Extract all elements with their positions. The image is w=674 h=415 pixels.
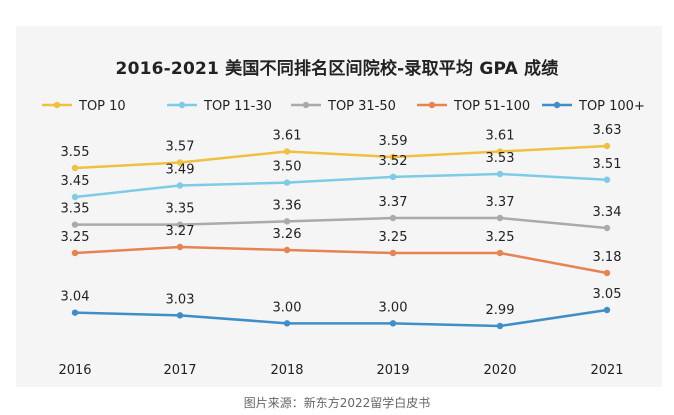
- data-label: 3.63: [593, 123, 622, 138]
- legend-swatch-marker: [178, 101, 186, 109]
- data-point: [283, 148, 291, 155]
- data-point: [603, 306, 611, 314]
- legend-swatch-marker: [302, 101, 310, 109]
- data-point: [176, 312, 184, 319]
- data-label: 3.25: [61, 230, 90, 245]
- series-line: [73, 216, 609, 230]
- data-label: 3.35: [166, 202, 195, 217]
- data-label: 3.36: [273, 198, 302, 213]
- x-tick-label: 2020: [483, 363, 516, 378]
- legend-item: TOP 100+: [542, 99, 645, 114]
- legend-label: TOP 31-50: [327, 99, 396, 114]
- data-label: 3.50: [273, 160, 302, 175]
- x-tick-label: 2018: [270, 363, 303, 378]
- data-point: [176, 182, 184, 189]
- data-point: [603, 176, 611, 183]
- data-label: 3.37: [379, 195, 408, 210]
- data-point: [496, 148, 504, 155]
- data-point: [283, 246, 291, 254]
- data-label: 3.00: [273, 300, 302, 315]
- data-point: [389, 249, 397, 257]
- data-point: [389, 320, 397, 327]
- data-label: 3.05: [593, 287, 622, 302]
- data-point: [176, 159, 184, 166]
- data-label: 3.25: [379, 230, 408, 245]
- data-label: 3.45: [61, 174, 90, 189]
- data-point: [176, 243, 184, 251]
- data-point: [283, 179, 291, 186]
- x-tick-label: 2017: [163, 363, 196, 378]
- data-point: [496, 170, 504, 178]
- data-point: [496, 322, 504, 330]
- data-label: 3.27: [166, 224, 195, 239]
- data-label: 2.99: [486, 303, 515, 318]
- data-label: 3.26: [273, 227, 302, 242]
- data-label: 3.18: [593, 250, 622, 265]
- series-line: [73, 172, 609, 199]
- x-tick-label: 2016: [58, 363, 91, 378]
- data-label: 3.57: [166, 140, 195, 155]
- data-point: [283, 320, 291, 327]
- data-point: [389, 173, 397, 181]
- data-point: [496, 214, 504, 222]
- data-point: [603, 269, 611, 277]
- series-line: [73, 308, 609, 328]
- legend-label: TOP 100+: [578, 99, 645, 114]
- series-line: [73, 245, 609, 275]
- data-point: [283, 218, 291, 225]
- legend-swatch-marker: [553, 101, 561, 109]
- series-line: [73, 144, 609, 170]
- data-point: [71, 221, 79, 228]
- legend-item: TOP 31-50: [291, 99, 396, 114]
- chart-title: 2016-2021 美国不同排名区间院校-录取平均 GPA 成绩: [115, 59, 559, 79]
- data-point: [496, 249, 504, 257]
- data-label: 3.55: [61, 145, 90, 160]
- data-point: [71, 249, 79, 257]
- legend-swatch-marker: [428, 101, 436, 109]
- data-label: 3.61: [486, 129, 515, 144]
- x-tick-label: 2019: [376, 363, 409, 378]
- data-label: 3.00: [379, 300, 408, 315]
- data-point: [389, 153, 397, 161]
- data-label: 3.25: [486, 230, 515, 245]
- image-source-caption: 图片来源：新东方2022留学白皮书: [243, 396, 431, 410]
- chart-card: [16, 26, 662, 387]
- data-point: [71, 164, 79, 172]
- data-point: [603, 224, 611, 232]
- data-label: 3.35: [61, 202, 90, 217]
- legend-label: TOP 10: [78, 99, 126, 114]
- legend-item: TOP 51-100: [417, 99, 530, 114]
- legend-item: TOP 10: [42, 99, 126, 114]
- data-point: [71, 193, 79, 201]
- legend-label: TOP 51-100: [453, 99, 530, 114]
- data-label: 3.59: [379, 134, 408, 149]
- data-label: 3.53: [486, 151, 515, 166]
- data-label: 3.03: [166, 292, 195, 307]
- data-point: [176, 221, 184, 228]
- legend-item: TOP 11-30: [167, 99, 272, 114]
- legend-swatch-marker: [53, 101, 61, 109]
- data-label: 3.37: [486, 195, 515, 210]
- data-point: [71, 309, 79, 316]
- data-label: 3.51: [593, 157, 622, 172]
- data-label: 3.52: [379, 154, 408, 169]
- data-label: 3.04: [61, 290, 90, 305]
- legend-label: TOP 11-30: [203, 99, 272, 114]
- data-label: 3.34: [593, 205, 622, 220]
- x-tick-label: 2021: [590, 363, 623, 378]
- data-point: [389, 214, 397, 222]
- data-point: [603, 142, 611, 150]
- data-label: 3.49: [166, 163, 195, 178]
- data-label: 3.61: [273, 129, 302, 144]
